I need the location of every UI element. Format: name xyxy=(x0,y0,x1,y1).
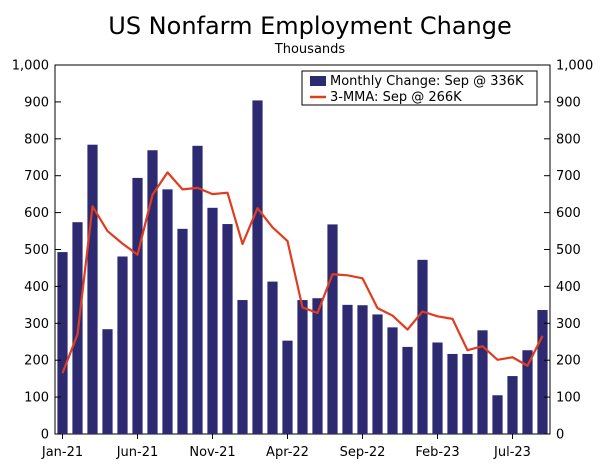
x-tick-label-1: Jun-21 xyxy=(116,445,159,460)
bar-25 xyxy=(432,342,443,434)
bar-14 xyxy=(267,281,278,434)
bar-2 xyxy=(87,144,98,434)
bar-23 xyxy=(402,346,413,434)
y-tick-label-right-0: 0 xyxy=(556,428,564,443)
bar-10 xyxy=(207,207,218,434)
y-tick-label-right-5: 500 xyxy=(556,243,581,258)
bar-26 xyxy=(447,353,458,434)
y-tick-label-left-2: 200 xyxy=(24,354,49,369)
bar-22 xyxy=(387,327,398,434)
legend-label-line: 3-MMA: Sep @ 266K xyxy=(330,90,462,105)
y-tick-label-right-4: 400 xyxy=(556,280,581,295)
bar-9 xyxy=(192,145,203,434)
y-tick-label-right-6: 600 xyxy=(556,206,581,221)
bar-28 xyxy=(477,330,488,434)
bar-32 xyxy=(537,310,548,434)
legend-label-bar: Monthly Change: Sep @ 336K xyxy=(330,74,524,89)
line-series xyxy=(61,171,544,374)
bar-20 xyxy=(357,305,368,434)
y-tick-label-left-6: 600 xyxy=(24,206,49,221)
y-tick-label-right-9: 900 xyxy=(556,95,581,110)
y-tick-label-right-10: 1,000 xyxy=(556,59,593,74)
y-tick-label-right-2: 200 xyxy=(556,354,581,369)
y-tick-label-left-7: 700 xyxy=(24,169,49,184)
bar-29 xyxy=(492,395,503,434)
y-tick-label-left-9: 900 xyxy=(24,95,49,110)
bar-0 xyxy=(57,252,68,434)
y-tick-label-left-3: 300 xyxy=(24,317,49,332)
x-tick-label-0: Jan-21 xyxy=(41,445,83,460)
bar-13 xyxy=(252,100,263,435)
bar-4 xyxy=(117,256,128,434)
bar-15 xyxy=(282,340,293,434)
bar-19 xyxy=(342,304,353,434)
legend-box xyxy=(301,70,538,106)
y-tick-label-left-0: 0 xyxy=(41,428,49,443)
bar-6 xyxy=(147,150,158,435)
bar-31 xyxy=(522,350,533,434)
y-tick-label-left-1: 100 xyxy=(24,391,49,406)
chart-subtitle: Thousands xyxy=(274,42,346,57)
y-tick-label-right-7: 700 xyxy=(556,169,581,184)
bar-30 xyxy=(507,376,518,434)
y-tick-label-left-10: 1,000 xyxy=(12,59,49,74)
x-tick-label-5: Feb-23 xyxy=(415,445,459,460)
x-tick-label-2: Nov-21 xyxy=(189,445,235,460)
y-tick-label-left-8: 800 xyxy=(24,132,49,147)
bar-3 xyxy=(102,329,113,434)
y-tick-label-right-8: 800 xyxy=(556,132,581,147)
x-tick-label-3: Apr-22 xyxy=(266,445,309,460)
bar-12 xyxy=(237,300,248,434)
bar-27 xyxy=(462,353,473,434)
bar-11 xyxy=(222,224,233,434)
bar-18 xyxy=(327,224,338,434)
bar-21 xyxy=(372,314,383,434)
bar-series xyxy=(57,100,548,435)
y-tick-label-right-3: 300 xyxy=(556,317,581,332)
bar-7 xyxy=(162,189,173,434)
bar-17 xyxy=(312,298,323,434)
x-tick-label-6: Jul-23 xyxy=(493,445,531,460)
x-tick-label-4: Sep-22 xyxy=(340,445,386,460)
legend-swatch-bar xyxy=(310,76,326,86)
bar-24 xyxy=(417,259,428,434)
bar-16 xyxy=(297,300,308,434)
chart-title: US Nonfarm Employment Change xyxy=(108,12,512,40)
bar-5 xyxy=(132,177,143,434)
y-tick-label-left-5: 500 xyxy=(24,243,49,258)
line-3mma xyxy=(61,171,544,374)
y-tick-label-left-4: 400 xyxy=(24,280,49,295)
axes: 0 0 100 100 200 200 300 300 400 400 500 500 600 600 70… xyxy=(12,59,593,461)
y-tick-label-right-1: 100 xyxy=(556,391,581,406)
bar-8 xyxy=(177,228,188,434)
